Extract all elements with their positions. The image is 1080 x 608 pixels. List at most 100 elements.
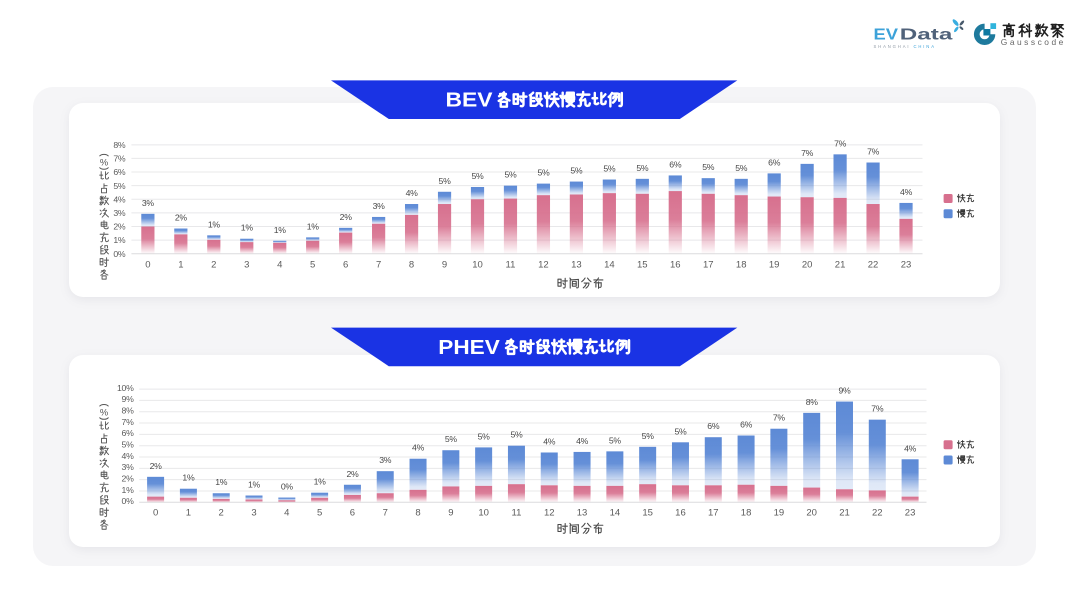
svg-text:16: 16 <box>670 260 681 271</box>
svg-text:2%: 2% <box>150 461 163 471</box>
svg-text:2%: 2% <box>175 213 188 223</box>
svg-text:3%: 3% <box>113 208 126 218</box>
svg-text:7%: 7% <box>122 417 135 427</box>
svg-text:%: % <box>100 157 108 167</box>
svg-text:3%: 3% <box>373 201 386 211</box>
svg-text:6: 6 <box>343 260 348 271</box>
svg-text:23: 23 <box>901 260 912 271</box>
svg-text:11: 11 <box>506 260 516 271</box>
svg-text:2%: 2% <box>113 222 126 232</box>
svg-text:EV: EV <box>874 27 899 44</box>
svg-text:12: 12 <box>544 508 555 519</box>
svg-text:4%: 4% <box>576 436 589 446</box>
svg-text:5%: 5% <box>445 434 458 444</box>
svg-text:7: 7 <box>383 508 388 519</box>
svg-text:6%: 6% <box>707 421 720 431</box>
svg-text:17: 17 <box>703 260 714 271</box>
svg-text:6%: 6% <box>740 420 753 430</box>
svg-text:4%: 4% <box>900 187 913 197</box>
svg-text:3: 3 <box>244 260 249 271</box>
svg-text:4: 4 <box>277 260 282 271</box>
svg-text:5: 5 <box>310 260 315 271</box>
svg-text:7: 7 <box>376 260 381 271</box>
svg-text:4: 4 <box>284 508 289 519</box>
svg-text:5%: 5% <box>642 431 655 441</box>
svg-text:21: 21 <box>835 260 846 271</box>
svg-text:3%: 3% <box>122 462 135 472</box>
svg-text:Data: Data <box>900 27 953 44</box>
svg-text:4%: 4% <box>113 194 126 204</box>
svg-text:5%: 5% <box>735 163 748 173</box>
svg-text:5%: 5% <box>439 176 452 186</box>
svg-text:6%: 6% <box>768 157 781 167</box>
svg-text:9: 9 <box>448 508 453 519</box>
svg-text:19: 19 <box>774 508 785 519</box>
svg-text:15: 15 <box>637 260 648 271</box>
svg-text:%: % <box>100 408 108 418</box>
svg-text:6%: 6% <box>113 167 126 177</box>
svg-text:5%: 5% <box>609 435 622 445</box>
svg-text:7%: 7% <box>801 148 814 158</box>
svg-text:13: 13 <box>577 508 588 519</box>
svg-text:10: 10 <box>472 260 483 271</box>
svg-text:6: 6 <box>350 508 355 519</box>
svg-text:9%: 9% <box>839 386 852 396</box>
svg-text:5%: 5% <box>510 430 523 440</box>
svg-text:10: 10 <box>478 508 489 519</box>
svg-text:12: 12 <box>538 260 549 271</box>
svg-text:2%: 2% <box>122 473 135 483</box>
svg-text:11: 11 <box>512 508 522 519</box>
svg-text:5%: 5% <box>504 170 517 180</box>
svg-text:0%: 0% <box>113 249 126 259</box>
svg-text:0%: 0% <box>281 482 294 492</box>
svg-text:7%: 7% <box>113 154 126 164</box>
svg-text:16: 16 <box>675 508 686 519</box>
svg-text:4%: 4% <box>406 188 419 198</box>
svg-text:1%: 1% <box>274 225 287 235</box>
svg-text:13: 13 <box>571 260 582 271</box>
svg-text:1%: 1% <box>215 477 228 487</box>
svg-text:1%: 1% <box>113 235 126 245</box>
svg-text:4%: 4% <box>543 436 556 446</box>
svg-text:22: 22 <box>868 260 879 271</box>
svg-text:5%: 5% <box>113 181 126 191</box>
svg-text:5%: 5% <box>636 163 649 173</box>
svg-text:1%: 1% <box>307 221 320 231</box>
svg-text:4%: 4% <box>122 451 135 461</box>
svg-text:5%: 5% <box>702 162 715 172</box>
svg-text:22: 22 <box>872 508 883 519</box>
svg-text:0: 0 <box>145 260 150 271</box>
svg-text:2%: 2% <box>340 212 353 222</box>
svg-text:7%: 7% <box>871 404 884 414</box>
svg-text:1: 1 <box>178 260 183 271</box>
svg-text:Gausscode: Gausscode <box>1001 37 1064 47</box>
svg-text:5%: 5% <box>570 166 583 176</box>
svg-text:0%: 0% <box>122 496 135 506</box>
svg-text:21: 21 <box>839 508 850 519</box>
svg-text:14: 14 <box>610 508 621 519</box>
svg-text:5: 5 <box>317 508 322 519</box>
svg-text:3%: 3% <box>142 198 155 208</box>
svg-text:0: 0 <box>153 508 158 519</box>
svg-text:6%: 6% <box>122 428 135 438</box>
svg-text:1%: 1% <box>208 219 221 229</box>
svg-text:1%: 1% <box>122 485 135 495</box>
svg-text:18: 18 <box>741 508 752 519</box>
svg-text:8%: 8% <box>806 397 819 407</box>
svg-text:1%: 1% <box>241 223 254 233</box>
svg-text:18: 18 <box>736 260 747 271</box>
svg-text:23: 23 <box>905 508 916 519</box>
svg-text:8: 8 <box>415 508 420 519</box>
svg-text:5%: 5% <box>472 171 485 181</box>
svg-text:1%: 1% <box>248 480 261 490</box>
svg-text:4%: 4% <box>904 443 917 453</box>
svg-text:1%: 1% <box>314 477 327 487</box>
svg-text:20: 20 <box>802 260 813 271</box>
svg-text:7%: 7% <box>867 147 880 157</box>
svg-text:6%: 6% <box>669 159 682 169</box>
svg-text:3: 3 <box>251 508 256 519</box>
svg-text:7%: 7% <box>773 413 786 423</box>
svg-text:15: 15 <box>642 508 653 519</box>
svg-text:10%: 10% <box>117 383 134 393</box>
svg-text:1%: 1% <box>182 473 195 483</box>
